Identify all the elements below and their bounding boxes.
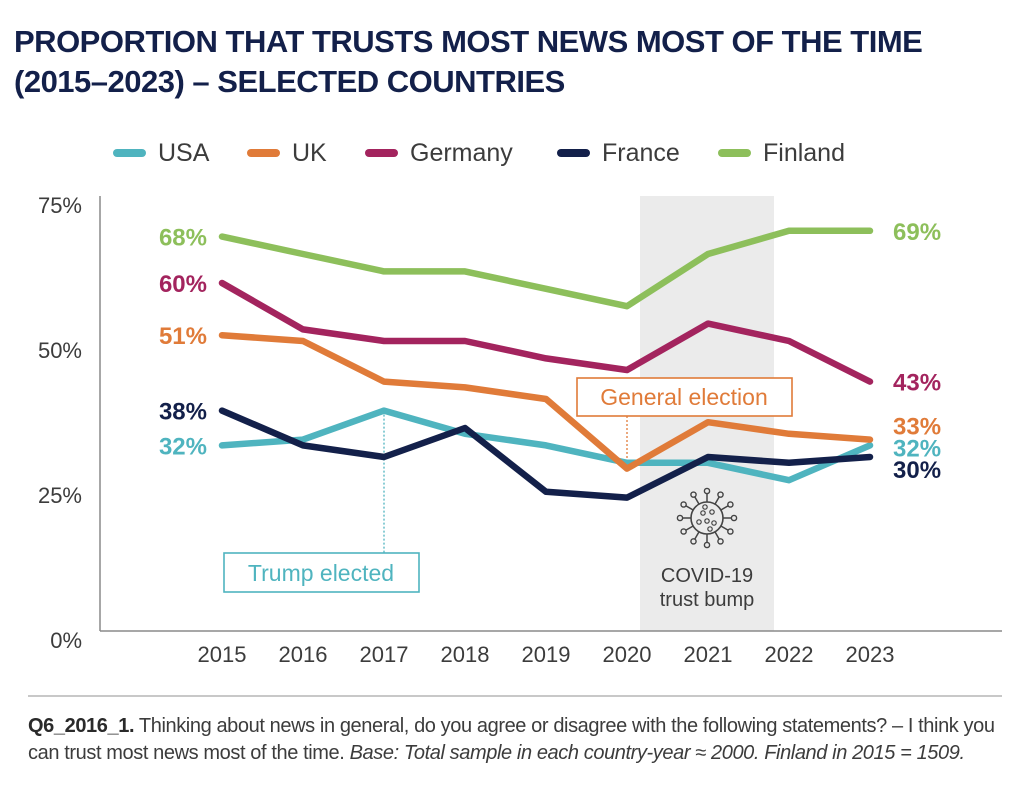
legend-swatch-finland [718, 149, 751, 157]
virus-spike [720, 504, 730, 511]
legend-swatch-germany [365, 149, 398, 157]
end-label-uk: 33% [893, 414, 941, 441]
virus-dot [709, 509, 715, 515]
virus-dot [700, 510, 706, 516]
x-tick-label: 2017 [360, 642, 409, 667]
start-label-france: 38% [159, 399, 207, 426]
axes: 0% 25% 50% 75% 2015 2016 2017 2018 2019 2020 2021 2… [38, 193, 1002, 667]
election-annotation-box [576, 377, 793, 417]
x-tick-label: 2022 [765, 642, 814, 667]
virus-dot [696, 519, 702, 525]
virus-spike-tip [717, 491, 724, 498]
election-annotation-text: General election [600, 384, 768, 410]
legend-label-usa: USA [158, 138, 210, 167]
x-tick-label: 2023 [846, 642, 895, 667]
virus-spike-tip [703, 541, 711, 549]
trump-annotation-text: Trump elected [248, 560, 394, 586]
legend-item-uk: UK [247, 136, 327, 170]
virus-spike-tip [680, 501, 687, 508]
footnote-question-id: Q6_2016_1. [28, 715, 135, 737]
virus-spike-tip [690, 538, 697, 545]
start-label-finland: 68% [159, 225, 207, 252]
virus-spike-tip [730, 514, 738, 522]
x-tick-label: 2018 [441, 642, 490, 667]
virus-spike [693, 531, 700, 541]
legend-item-usa: USA [113, 136, 209, 170]
virus-spike-tip [727, 528, 734, 535]
chart-title-line-1: PROPORTION THAT TRUSTS MOST NEWS MOST OF… [14, 24, 923, 59]
end-label-finland: 69% [893, 219, 941, 246]
footnote-question-text: Thinking about news in general, do you a… [28, 715, 995, 764]
chart-title-line-2: (2015–2023) – SELECTED COUNTRIES [14, 64, 565, 99]
end-label-france: 30% [893, 457, 941, 484]
legend-label-germany: Germany [410, 138, 513, 167]
covid-label-line-1: COVID-19 [661, 565, 753, 587]
virus-icon [676, 487, 738, 549]
y-tick-label: 0% [50, 628, 82, 653]
chart-title: PROPORTION THAT TRUSTS MOST NEWS MOST OF… [14, 22, 1014, 102]
virus-spike [714, 531, 721, 541]
legend-label-france: France [602, 138, 680, 167]
footnote-base-text: Base: Total sample in each country-year … [349, 742, 965, 764]
virus-spike-tip [690, 491, 697, 498]
x-tick-label: 2019 [522, 642, 571, 667]
virus-spike-tip [703, 487, 711, 495]
start-label-uk: 51% [159, 323, 207, 350]
end-label-germany: 43% [893, 370, 941, 397]
virus-spike-tip [680, 528, 687, 535]
legend-swatch-uk [247, 149, 280, 157]
virus-spike [693, 495, 700, 505]
x-tick-label: 2015 [198, 642, 247, 667]
x-tick-label: 2020 [603, 642, 652, 667]
end-label-usa: 32% [893, 435, 941, 462]
virus-spike [720, 525, 730, 532]
virus-spike-tip [717, 538, 724, 545]
legend-swatch-france [557, 149, 590, 157]
virus-dot [702, 504, 708, 510]
virus-dot [704, 518, 710, 524]
start-label-usa: 32% [159, 433, 207, 460]
y-tick-label: 25% [38, 483, 82, 508]
y-tick-label: 75% [38, 193, 82, 218]
virus-spike-tip [676, 514, 684, 522]
x-tick-label: 2021 [684, 642, 733, 667]
legend-label-finland: Finland [763, 138, 845, 167]
data-labels: 32% 32% 51% 33% 60% 43% 38% 30% 68% 69% [159, 219, 941, 484]
footer-divider [28, 695, 1002, 697]
virus-dot [711, 520, 717, 526]
x-tick-label: 2016 [279, 642, 328, 667]
virus-dot [707, 526, 713, 532]
virus-spike [684, 504, 694, 511]
y-tick-label: 50% [38, 338, 82, 363]
legend: USA UK Germany France Finland [0, 136, 1024, 170]
legend-item-france: France [557, 136, 680, 170]
start-label-germany: 60% [159, 271, 207, 298]
legend-item-germany: Germany [365, 136, 513, 170]
virus-spike [684, 525, 694, 532]
legend-swatch-usa [113, 149, 146, 157]
line-chart: 0% 25% 50% 75% 2015 2016 2017 2018 2019 2020 2021 2… [38, 193, 1002, 667]
virus-spike [714, 495, 721, 505]
covid-label-line-2: trust bump [660, 589, 754, 611]
legend-label-uk: UK [292, 138, 327, 167]
footnote: Q6_2016_1. Thinking about news in genera… [28, 713, 1018, 767]
virus-spike-tip [727, 501, 734, 508]
series-lines [218, 227, 874, 501]
trump-annotation-box [223, 552, 420, 593]
legend-item-finland: Finland [718, 136, 845, 170]
